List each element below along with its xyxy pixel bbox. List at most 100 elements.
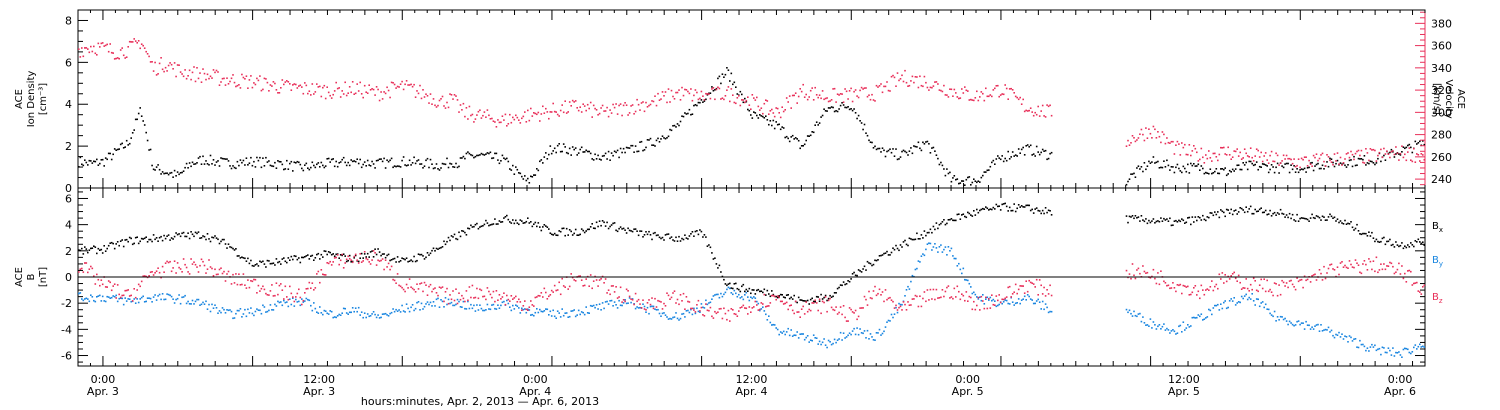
bottom-series-2-point — [549, 294, 552, 296]
top-right-series-0-point — [690, 88, 692, 90]
top-left-series-0-point — [93, 160, 95, 163]
top-right-series-0-point — [655, 104, 658, 107]
bottom-series-1-point — [417, 301, 420, 303]
bottom-series-2-point — [1047, 293, 1050, 295]
top-left-series-0-point — [103, 165, 105, 167]
top-left-series-0-point — [470, 154, 472, 156]
bottom-series-2-point — [1182, 284, 1185, 287]
bottom-series-0-point — [115, 243, 117, 245]
top-left-series-0-point — [600, 159, 602, 161]
top-right-series-0-point — [748, 104, 751, 106]
top-right-series-0-point — [901, 74, 903, 77]
top-right-series-0-point — [607, 115, 610, 118]
bottom-series-0-point — [462, 230, 465, 233]
top-left-series-0-point — [1022, 146, 1024, 149]
bottom-series-1-point — [181, 296, 183, 299]
bottom-series-0-point — [729, 282, 731, 285]
bottom-series-2-point — [571, 276, 574, 279]
bottom-series-0-point — [992, 206, 995, 209]
top-right-series-0-point — [836, 93, 839, 95]
top-left-series-0-point — [920, 149, 923, 152]
top-right-series-0-point — [272, 81, 275, 83]
bottom-series-0-point — [239, 257, 242, 259]
top-left-series-0-point — [997, 155, 999, 157]
bottom-series-1-point — [317, 312, 320, 314]
top-left-series-0-point — [1351, 165, 1354, 168]
bottom-series-2-point — [440, 287, 442, 289]
bottom-series-1-point — [938, 246, 941, 248]
bottom-series-0-point — [1324, 219, 1327, 221]
top-left-series-0-point — [1031, 154, 1033, 156]
bottom-series-2-point — [482, 295, 484, 298]
bottom-series-1-point — [380, 316, 382, 319]
top-left-series-0-point — [518, 172, 520, 174]
bottom-series-2-point — [476, 287, 478, 290]
top-left-series-0-point — [521, 175, 523, 178]
top-left-series-0-point — [1245, 161, 1247, 164]
top-right-series-0-point — [661, 91, 664, 93]
top-right-series-0-point — [476, 114, 478, 116]
bottom-series-2-point — [323, 274, 326, 276]
bottom-series-1-point — [712, 295, 715, 297]
bottom-series-1-point — [429, 301, 432, 304]
top-left-series-0-point — [1336, 159, 1339, 162]
top-left-series-0-point — [88, 159, 91, 162]
bottom-series-0-point — [402, 258, 405, 260]
bottom-series-2-point — [1420, 293, 1423, 295]
top-right-series-0-point — [290, 89, 293, 91]
bottom-series-1-point — [1275, 320, 1277, 322]
bottom-series-0-point — [332, 253, 334, 255]
top-right-series-0-point — [1137, 137, 1140, 139]
top-right-series-0-point — [787, 101, 789, 103]
bottom-series-0-point — [1157, 220, 1159, 222]
top-left-series-0-point — [633, 151, 635, 153]
bottom-series-1-point — [887, 319, 890, 322]
bottom-series-1-point — [1315, 324, 1318, 326]
top-left-series-0-point — [224, 158, 227, 160]
bottom-series-0-point — [401, 257, 403, 259]
top-right-series-0-point — [188, 69, 191, 72]
bottom-series-1-point — [1276, 316, 1279, 318]
bottom-series-1-point — [1152, 321, 1155, 323]
top-left-series-0-point — [1260, 166, 1262, 168]
top-left-series-0-point — [389, 159, 391, 162]
bottom-series-1-point — [221, 307, 224, 309]
top-left-series-0-point — [413, 156, 415, 159]
top-left-series-0-point — [609, 159, 611, 161]
bottom-series-2-point — [1332, 268, 1334, 270]
bottom-series-0-point — [739, 290, 742, 293]
top-left-series-0-point — [717, 77, 719, 80]
bottom-series-1-point — [970, 286, 972, 288]
bottom-series-0-point — [1237, 211, 1240, 213]
bottom-series-0-point — [265, 266, 267, 268]
top-right-series-0-point — [723, 98, 725, 101]
bottom-series-2-point — [1157, 272, 1159, 274]
bottom-series-1-point — [1360, 343, 1363, 346]
bottom-series-0-point — [248, 262, 251, 265]
bottom-series-0-point — [453, 233, 456, 236]
bottom-series-0-point — [410, 259, 412, 261]
bottom-series-0-point — [917, 238, 920, 240]
bottom-series-1-point — [100, 300, 103, 302]
bottom-series-2-point — [645, 309, 647, 311]
bottom-series-0-point — [274, 264, 276, 266]
bottom-series-1-point — [94, 300, 97, 303]
top-right-series-0-point — [1128, 144, 1131, 146]
bottom-series-0-point — [1338, 221, 1340, 224]
top-right-series-0-point — [980, 91, 983, 93]
bottom-series-2-point — [1320, 272, 1322, 275]
bottom-series-0-point — [1050, 214, 1053, 216]
bottom-series-1-point — [649, 305, 652, 308]
top-left-series-0-point — [606, 158, 608, 160]
top-right-series-0-point — [856, 95, 858, 97]
bottom-series-2-point — [1411, 284, 1414, 286]
top-left-series-0-point — [530, 175, 532, 178]
bottom-series-0-point — [1272, 212, 1274, 215]
top-right-series-0-point — [550, 111, 553, 113]
bottom-series-0-point — [1365, 232, 1367, 235]
bottom-series-0-point — [561, 227, 563, 230]
bottom-series-2-point — [639, 303, 641, 305]
bottom-series-0-point — [1368, 231, 1370, 233]
bottom-series-2-point — [1167, 284, 1170, 287]
bottom-series-2-point — [811, 302, 813, 304]
